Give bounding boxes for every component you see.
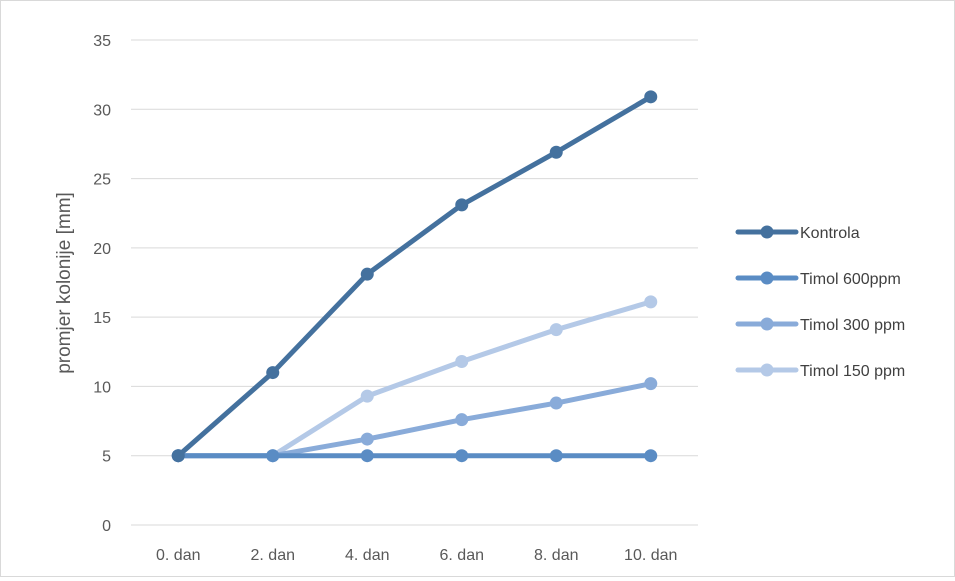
- series-line: [175, 94, 654, 459]
- x-tick-label: 10. dan: [624, 547, 677, 564]
- y-tick-label: 30: [93, 102, 111, 119]
- y-tick-label: 15: [93, 310, 111, 327]
- legend-swatch-marker: [760, 317, 774, 331]
- y-tick-label: 10: [93, 379, 111, 396]
- data-point: [549, 396, 563, 410]
- x-tick-label: 6. dan: [440, 547, 484, 564]
- series-line: [175, 299, 654, 459]
- data-point: [455, 354, 469, 368]
- legend-label: Timol 300 ppm: [800, 317, 905, 334]
- data-point: [644, 377, 658, 391]
- y-tick-label: 20: [93, 241, 111, 258]
- series-lines: [171, 90, 658, 463]
- legend: Kontrola Timol 600ppm Timol 300 ppm Timol 1…: [735, 225, 905, 380]
- y-axis-title: promjer kolonije [mm]: [54, 192, 75, 374]
- legend-label: Kontrola: [800, 225, 860, 242]
- legend-label: Timol 600ppm: [800, 271, 901, 288]
- data-point: [549, 449, 563, 463]
- series-0: [171, 90, 658, 463]
- x-tick-label: 2. dan: [251, 547, 295, 564]
- legend-label: Timol 150 ppm: [800, 363, 905, 380]
- y-tick-label: 25: [93, 172, 111, 189]
- x-tick-label: 4. dan: [345, 547, 389, 564]
- data-point: [360, 432, 374, 446]
- data-point: [360, 389, 374, 403]
- legend-item: Kontrola: [735, 225, 860, 242]
- y-axis-tick-labels: 0 5 10 15 20 25 30 35: [93, 33, 111, 535]
- data-point: [549, 145, 563, 159]
- series-1: [171, 449, 658, 463]
- data-point: [171, 449, 185, 463]
- series-2: [171, 377, 658, 463]
- data-point: [360, 267, 374, 281]
- data-point: [266, 449, 280, 463]
- legend-item: Timol 600ppm: [735, 271, 901, 288]
- data-point: [455, 413, 469, 427]
- y-tick-label: 5: [102, 449, 111, 466]
- x-tick-label: 0. dan: [156, 547, 200, 564]
- x-axis-tick-labels: 0. dan 2. dan 4. dan 6. dan 8. dan 10. dan: [156, 547, 677, 564]
- legend-swatch-marker: [760, 271, 774, 285]
- data-point: [455, 198, 469, 212]
- data-point: [266, 366, 280, 380]
- data-point: [549, 323, 563, 337]
- data-point: [455, 449, 469, 463]
- legend-swatch-marker: [760, 225, 774, 239]
- legend-swatch-marker: [760, 363, 774, 377]
- series-3: [171, 295, 658, 463]
- data-point: [644, 295, 658, 309]
- x-tick-label: 8. dan: [534, 547, 578, 564]
- legend-item: Timol 300 ppm: [735, 317, 905, 334]
- y-tick-label: 0: [102, 518, 111, 535]
- gridlines: [131, 39, 698, 526]
- data-point: [360, 449, 374, 463]
- data-point: [644, 449, 658, 463]
- y-tick-label: 35: [93, 33, 111, 50]
- legend-item: Timol 150 ppm: [735, 363, 905, 380]
- data-point: [644, 90, 658, 104]
